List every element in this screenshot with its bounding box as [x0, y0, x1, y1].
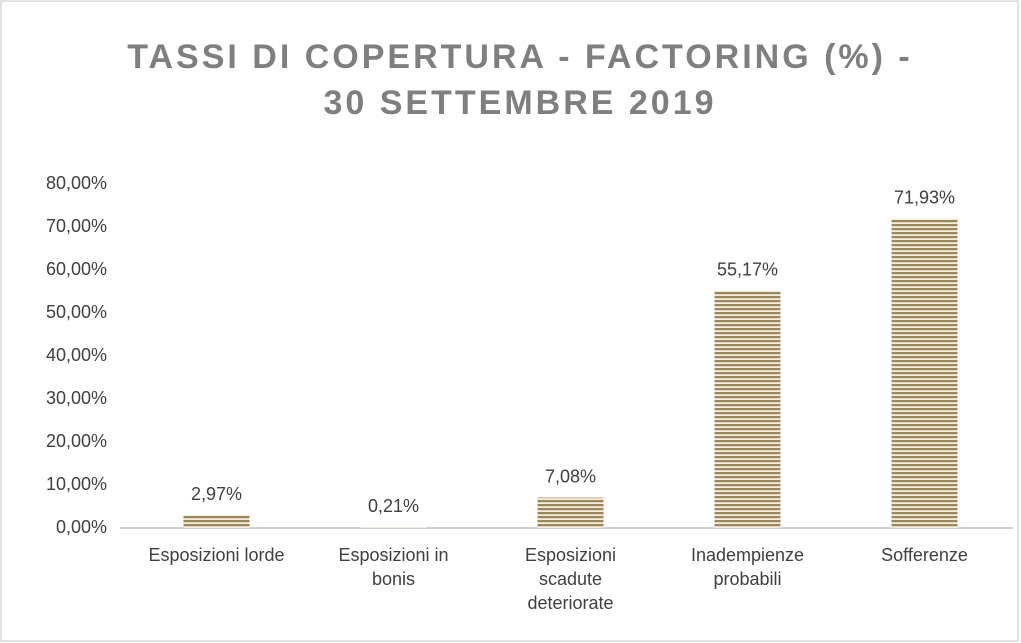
- y-tick-label: 50,00%: [46, 302, 107, 322]
- data-label: 7,08%: [545, 466, 596, 486]
- x-tick-label: Esposizioni in bonis: [338, 545, 449, 589]
- y-tick-label: 60,00%: [46, 259, 107, 279]
- y-tick-label: 10,00%: [46, 474, 107, 494]
- x-tick-label: Esposizioni lorde: [148, 545, 285, 565]
- bar: [714, 290, 781, 528]
- bar: [360, 527, 427, 528]
- bar: [183, 515, 250, 528]
- y-tick-label: 70,00%: [46, 216, 107, 236]
- y-tick-label: 20,00%: [46, 431, 107, 451]
- data-label: 71,93%: [894, 187, 955, 207]
- bar: [537, 497, 604, 528]
- data-label: 55,17%: [717, 260, 778, 280]
- chart-title: TASSI DI COPERTURA - FACTORING (%) - 30 …: [127, 38, 913, 122]
- x-tick-label: Sofferenze: [881, 545, 968, 565]
- y-tick-label: 80,00%: [46, 173, 107, 193]
- data-label: 2,97%: [191, 484, 242, 504]
- y-tick-label: 40,00%: [46, 345, 107, 365]
- y-tick-label: 30,00%: [46, 388, 107, 408]
- x-tick-label: Esposizioni scadute deteriorate: [524, 545, 617, 613]
- y-tick-label: 0,00%: [56, 517, 107, 537]
- bar: [891, 218, 958, 529]
- data-label: 0,21%: [368, 496, 419, 516]
- x-tick-label: Inadempienze probabili: [690, 545, 805, 589]
